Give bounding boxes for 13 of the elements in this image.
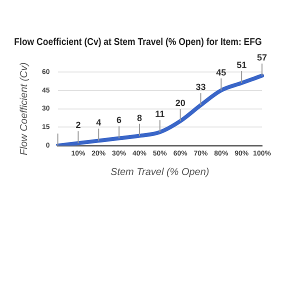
data-label: 33 xyxy=(196,82,206,92)
x-axis-title: Stem Travel (% Open) xyxy=(110,166,210,178)
y-axis-title: Flow Coefficient (Cv) xyxy=(18,62,30,156)
data-label: 4 xyxy=(96,118,102,128)
data-label: 20 xyxy=(175,98,186,108)
data-label: 51 xyxy=(236,60,247,70)
chart-title: Flow Coefficient (Cv) at Stem Travel (% Open) for Item: EFG xyxy=(14,35,262,47)
data-label: 11 xyxy=(155,109,165,120)
data-label: 45 xyxy=(216,67,226,78)
data-label: 8 xyxy=(136,112,142,123)
data-label: 6 xyxy=(116,115,122,126)
data-label: 57 xyxy=(256,52,268,63)
data-label: 2 xyxy=(76,120,81,130)
